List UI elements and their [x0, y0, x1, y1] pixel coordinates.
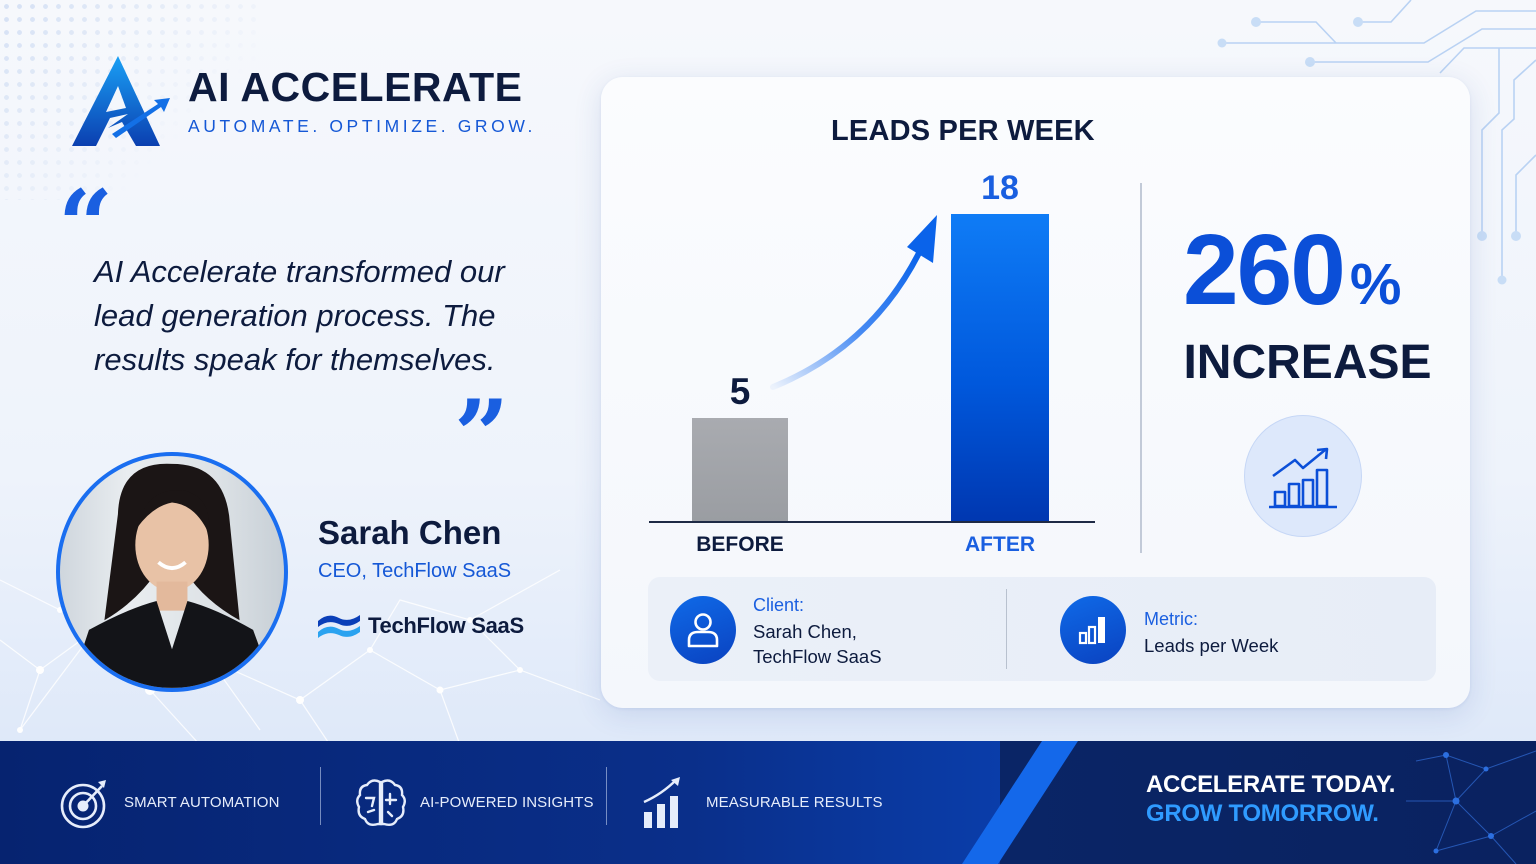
cta-line-1: ACCELERATE TODAY.: [1146, 771, 1396, 798]
footer-item-smart-automation: SMART AUTOMATION: [58, 741, 280, 864]
chart-title: LEADS PER WEEK: [831, 115, 1095, 147]
company-name: TechFlow SaaS: [368, 613, 524, 638]
client-label: Client:: [753, 595, 805, 615]
footer-item-measurable-results: MEASURABLE RESULTS: [640, 741, 883, 864]
growth-bars-icon: [643, 776, 680, 828]
stat-label: INCREASE: [1183, 336, 1432, 389]
footer-banner: SMART AUTOMATION AI-POWERED INSIGHTS MEA…: [0, 741, 1536, 864]
category-label-before: BEFORE: [696, 533, 784, 556]
background-circuit-graphic: [1217, 0, 1536, 285]
stat-number: 260: [1183, 214, 1346, 326]
bar-chart-icon: [1078, 617, 1105, 645]
footer-network-graphic: [1406, 750, 1536, 864]
footer-separator: [606, 767, 607, 825]
avatar: [56, 452, 288, 692]
brand-logo: AI ACCELERATE AUTOMATE. OPTIMIZE. GROW.: [70, 56, 536, 148]
target-icon: [60, 779, 106, 828]
open-quote-icon: “: [58, 169, 114, 282]
cta-line-2: GROW TOMORROW.: [1146, 800, 1379, 827]
person-role: CEO, TechFlow SaaS: [318, 560, 512, 582]
stat-icon-badge: [1244, 415, 1362, 537]
footer-label: MEASURABLE RESULTS: [706, 794, 883, 811]
footer-accent-slash: [962, 741, 1078, 864]
info-divider: [1006, 589, 1007, 669]
footer-item-ai-insights: AI-POWERED INSIGHTS: [354, 741, 594, 864]
stat-value: 260%: [1183, 220, 1401, 320]
footer-label: SMART AUTOMATION: [124, 794, 280, 811]
client-badge: [670, 596, 736, 664]
brand-tagline: AUTOMATE. OPTIMIZE. GROW.: [188, 116, 536, 136]
growth-arrow-icon: [770, 215, 937, 390]
card-divider: [1140, 183, 1142, 553]
company-logo: TechFlow SaaS: [318, 612, 524, 640]
category-label-after: AFTER: [965, 533, 1035, 556]
brand-name: AI ACCELERATE: [188, 64, 523, 110]
client-value-line2: TechFlow SaaS: [753, 646, 882, 667]
info-strip: Client: Sarah Chen, TechFlow SaaS Metric…: [648, 577, 1436, 681]
metric-badge: [1060, 596, 1126, 664]
testimonial-quote: AI Accelerate transformed our lead gener…: [94, 254, 505, 377]
metric-label: Metric:: [1144, 609, 1198, 629]
user-icon: [687, 613, 719, 648]
results-card: LEADS PER WEEK 5 18 BEFORE AFTER 260% IN…: [601, 77, 1470, 708]
logo-a-arrow-icon: [72, 56, 170, 146]
close-quote-icon: ”: [454, 379, 510, 492]
techflow-wave-icon: [318, 615, 360, 638]
footer-cta-panel: [1000, 741, 1536, 864]
footer-separator: [320, 767, 321, 825]
portrait-photo-icon: [69, 463, 275, 688]
footer-cta: ACCELERATE TODAY. GROW TOMORROW.: [1146, 770, 1395, 828]
chart-x-axis: [649, 521, 1095, 523]
client-value-line1: Sarah Chen,: [753, 621, 857, 642]
stat-unit: %: [1349, 252, 1402, 317]
bar-value-after: 18: [981, 169, 1019, 207]
footer-label: AI-POWERED INSIGHTS: [420, 794, 594, 811]
person-name: Sarah Chen: [318, 514, 502, 551]
bar-before: [692, 418, 788, 522]
client-value: Sarah Chen, TechFlow SaaS: [753, 619, 882, 669]
growth-chart-icon: [1269, 447, 1337, 509]
bar-after: [951, 214, 1049, 522]
brain-icon: [356, 778, 406, 826]
metric-value: Leads per Week: [1144, 635, 1279, 656]
bar-value-before: 5: [729, 371, 751, 412]
